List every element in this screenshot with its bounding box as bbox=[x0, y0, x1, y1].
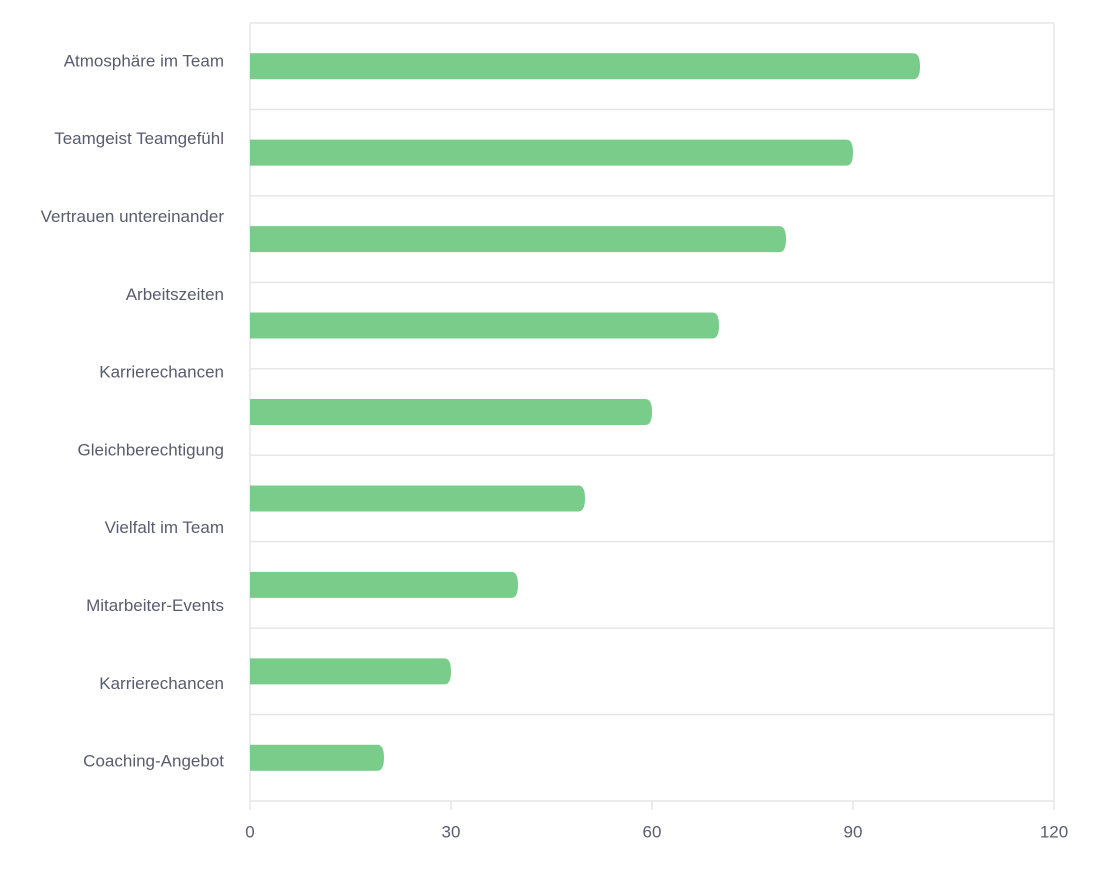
y-tick-label: Gleichberechtigung bbox=[78, 440, 224, 459]
x-tick-label: 0 bbox=[245, 822, 254, 841]
bar bbox=[250, 139, 853, 166]
y-tick-label: Karrierechancen bbox=[99, 363, 224, 382]
y-tick-label: Vielfalt im Team bbox=[105, 518, 224, 537]
y-tick-label: Mitarbeiter-Events bbox=[86, 596, 224, 615]
bar bbox=[250, 226, 786, 253]
x-tick-label: 60 bbox=[643, 822, 662, 841]
x-tick-label: 90 bbox=[844, 822, 863, 841]
y-tick-label: Atmosphäre im Team bbox=[64, 51, 224, 70]
x-tick-label: 30 bbox=[442, 822, 461, 841]
bar bbox=[250, 744, 384, 771]
y-tick-label: Arbeitszeiten bbox=[126, 285, 224, 304]
bar bbox=[250, 658, 451, 685]
y-tick-label: Karrierechancen bbox=[99, 674, 224, 693]
y-tick-label: Coaching-Angebot bbox=[83, 752, 224, 771]
bar bbox=[250, 485, 585, 512]
bar bbox=[250, 53, 920, 80]
y-tick-label: Teamgeist Teamgefühl bbox=[54, 129, 224, 148]
bar bbox=[250, 399, 652, 425]
bar bbox=[250, 571, 518, 598]
x-tick-label: 120 bbox=[1040, 822, 1068, 841]
bar bbox=[250, 312, 719, 339]
y-tick-label: Vertrauen untereinander bbox=[41, 207, 225, 226]
